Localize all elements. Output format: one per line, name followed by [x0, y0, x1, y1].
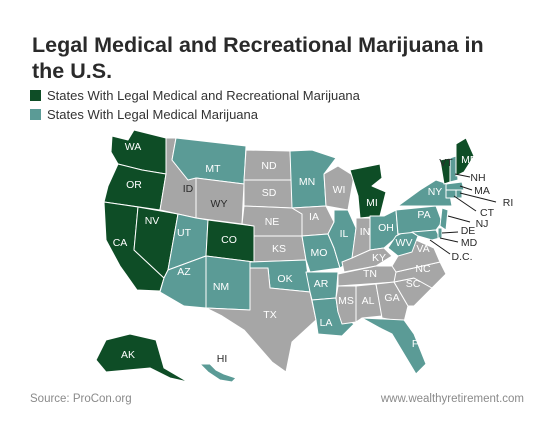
label-ne: NE [265, 216, 280, 228]
label-mo: MO [311, 247, 328, 259]
label-vt: VT [439, 157, 453, 169]
legend-item-recreational: States With Legal Medical and Recreation… [30, 86, 360, 105]
label-de: DE [461, 225, 476, 237]
state-md [411, 229, 441, 241]
label-fl: FL [412, 338, 424, 350]
pointer-lines [429, 173, 497, 255]
label-il: IL [340, 228, 349, 240]
state-nj [439, 207, 449, 231]
state-me [455, 137, 475, 177]
label-nv: NV [145, 215, 160, 227]
label-md: MD [461, 237, 478, 249]
label-ga: GA [384, 292, 399, 304]
label-nc: NC [415, 263, 431, 275]
state-ma [445, 181, 465, 191]
state-ga [375, 281, 409, 323]
legend-swatch-medical [30, 109, 41, 120]
label-al: AL [362, 295, 375, 307]
state-tx [205, 267, 317, 373]
label-ma: MA [474, 185, 490, 197]
label-mi: MI [366, 197, 378, 209]
label-ky: KY [372, 252, 386, 264]
legend-swatch-recreational [30, 90, 41, 101]
label-nj: NJ [476, 218, 489, 230]
label-in: IN [360, 226, 371, 238]
label-ut: UT [177, 227, 192, 239]
label-pa: PA [417, 209, 430, 221]
label-ok: OK [277, 273, 292, 285]
state-ak [95, 333, 189, 383]
label-wy: WY [211, 198, 228, 210]
label-sc: SC [406, 278, 421, 290]
state-de [437, 227, 443, 239]
state-wi [323, 165, 355, 211]
label-or: OR [126, 179, 142, 191]
label-oh: OH [378, 222, 394, 234]
state-il [327, 209, 357, 269]
state-fl [361, 317, 427, 375]
label-nh: NH [470, 172, 485, 184]
state-mi [349, 163, 387, 219]
label-id: ID [183, 183, 194, 195]
label-mt: MT [205, 163, 221, 175]
legend: States With Legal Medical and Recreation… [30, 86, 360, 124]
label-me: ME [461, 154, 477, 166]
state-hi [199, 363, 237, 383]
label-wv: WV [396, 237, 413, 249]
legend-label-recreational: States With Legal Medical and Recreation… [47, 88, 360, 103]
label-wa: WA [125, 141, 142, 153]
label-nd: ND [261, 160, 277, 172]
label-hi: HI [217, 353, 228, 365]
label-wi: WI [333, 184, 346, 196]
label-ar: AR [314, 278, 329, 290]
state-ky [341, 247, 393, 273]
source-credit: Source: ProCon.org [30, 393, 132, 405]
label-nm: NM [213, 281, 229, 293]
label-ia: IA [309, 211, 319, 223]
state-ri [455, 189, 463, 199]
label-dc: D.C. [452, 251, 473, 263]
label-va: VA [416, 243, 429, 255]
label-ms: MS [338, 295, 354, 307]
label-sd: SD [262, 187, 277, 199]
label-co: CO [221, 234, 237, 246]
label-tx: TX [263, 309, 276, 321]
state-al [355, 283, 383, 323]
label-ri: RI [503, 197, 514, 209]
state-pa [395, 205, 443, 235]
website-credit: www.wealthyretirement.com [380, 393, 524, 405]
label-mn: MN [299, 176, 315, 188]
legend-item-medical: States With Legal Medical Marijuana [30, 105, 360, 124]
label-la: LA [320, 317, 333, 329]
label-ca: CA [113, 237, 128, 249]
label-ct: CT [480, 207, 495, 219]
legend-label-medical: States With Legal Medical Marijuana [47, 107, 258, 122]
label-ak: AK [121, 349, 135, 361]
label-tn: TN [363, 268, 377, 280]
map-title: Legal Medical and Recreational Marijuana… [32, 33, 484, 83]
label-ny: NY [428, 186, 443, 198]
label-az: AZ [177, 266, 191, 278]
label-ks: KS [272, 243, 286, 255]
